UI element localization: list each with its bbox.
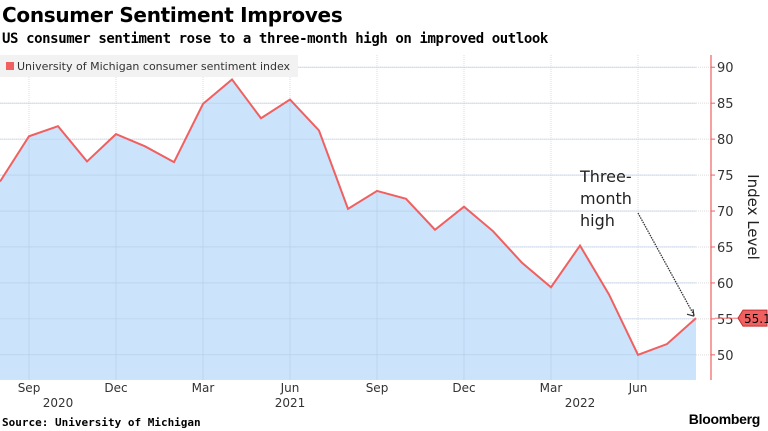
legend: University of Michigan consumer sentimen… — [0, 55, 299, 77]
y-axis-label: Index Level — [744, 174, 762, 260]
last-value-tag — [737, 309, 768, 327]
y-tick-label: 75 — [717, 169, 734, 184]
y-tick-label: 85 — [717, 97, 734, 112]
legend-label: University of Michigan consumer sentimen… — [17, 59, 291, 73]
y-tick-label: 50 — [717, 349, 734, 364]
x-tick-label: Mar — [192, 381, 215, 395]
year-label: 2020 — [43, 396, 74, 410]
year-label: 2022 — [565, 396, 596, 410]
y-tick-label: 90 — [717, 61, 734, 76]
x-tick-label: Dec — [452, 381, 475, 395]
chart-title: Consumer Sentiment Improves — [2, 3, 343, 27]
annotation-text: high — [580, 211, 615, 230]
y-tick-label: 55 — [717, 313, 734, 328]
x-tick-label: Mar — [540, 381, 563, 395]
annotation-arrow — [637, 212, 695, 316]
annotation-text: month — [580, 189, 632, 208]
year-label: 2021 — [275, 396, 306, 410]
bloomberg-logo: Bloomberg — [688, 411, 761, 427]
source-note: Source: University of Michigan — [2, 416, 201, 429]
legend-swatch — [6, 62, 14, 70]
x-tick-label: Dec — [104, 381, 127, 395]
x-tick-label: Jun — [280, 381, 300, 395]
chart-subtitle: US consumer sentiment rose to a three-mo… — [2, 31, 548, 47]
x-tick-label: Sep — [366, 381, 389, 395]
y-tick-label: 80 — [717, 133, 734, 148]
x-tick-label: Jun — [628, 381, 648, 395]
area-fill — [0, 79, 696, 380]
y-tick-label: 65 — [717, 241, 734, 256]
annotation-arrowhead — [686, 309, 695, 317]
y-tick-label: 60 — [717, 277, 734, 292]
y-tick-label: 70 — [717, 205, 734, 220]
x-tick-label: Sep — [18, 381, 41, 395]
annotation-text: Three- — [579, 167, 632, 186]
last-value-label: 55.1 — [744, 312, 768, 326]
